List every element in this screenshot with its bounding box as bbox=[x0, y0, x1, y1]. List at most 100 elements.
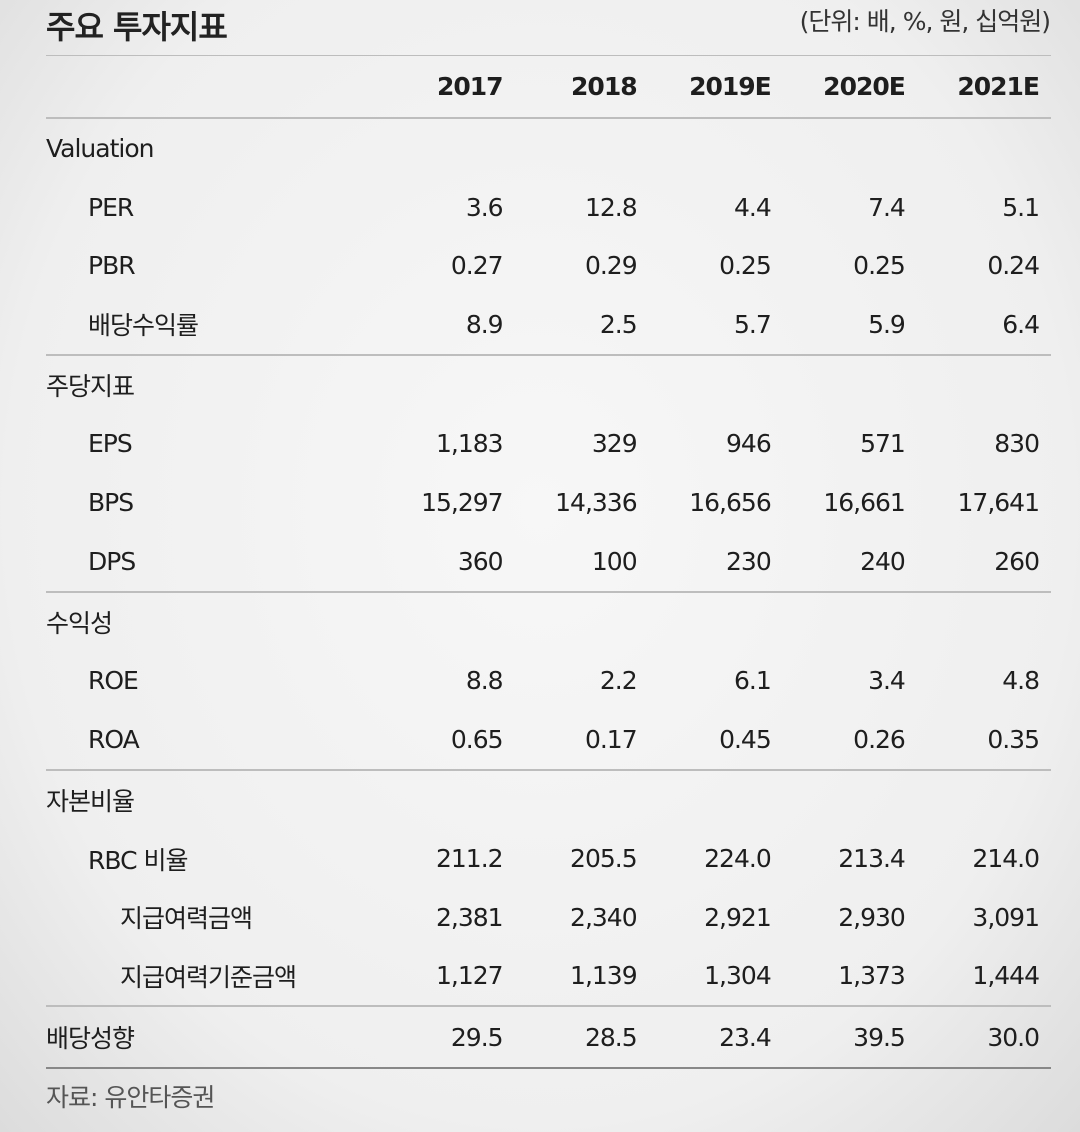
col-header: 2018 bbox=[571, 72, 638, 101]
cell: 14,336 bbox=[555, 487, 637, 517]
cell: 830 bbox=[994, 429, 1040, 459]
cell: 2.5 bbox=[599, 309, 638, 339]
cell: 3,091 bbox=[972, 902, 1040, 932]
section-label: 주당지표 bbox=[46, 372, 135, 402]
cell: 12.8 bbox=[584, 192, 638, 222]
table-row: ROA 0.65 0.17 0.45 0.26 0.35 bbox=[46, 710, 1051, 770]
table-title: 주요 투자지표 bbox=[46, 8, 228, 46]
cell: 224.0 bbox=[704, 844, 772, 874]
section-row-valuation: Valuation bbox=[46, 118, 1051, 178]
cell: 30.0 bbox=[987, 1022, 1040, 1052]
cell: 214.0 bbox=[972, 844, 1040, 874]
col-header: 2017 bbox=[436, 72, 504, 101]
table-row-payout: 배당성향 29.5 28.5 23.4 39.5 30.0 bbox=[46, 1006, 1051, 1069]
section-row-per-share: 주당지표 bbox=[46, 355, 1051, 415]
cell: 6.4 bbox=[1002, 309, 1040, 339]
cell: 0.45 bbox=[719, 724, 772, 754]
cell: 329 bbox=[591, 429, 638, 459]
cell: 0.27 bbox=[450, 251, 504, 281]
cell: 8.9 bbox=[465, 309, 504, 339]
row-label: 지급여력기준금액 bbox=[120, 962, 297, 992]
cell: 205.5 bbox=[570, 844, 638, 874]
row-label: PER bbox=[88, 192, 134, 222]
cell: 5.1 bbox=[1002, 192, 1040, 222]
cell: 5.7 bbox=[733, 309, 772, 339]
section-row-capital: 자본비율 bbox=[46, 770, 1051, 830]
unit-note: (단위: 배, %, 원, 십억원) bbox=[799, 7, 1051, 36]
cell: 5.9 bbox=[868, 309, 906, 339]
cell: 1,127 bbox=[436, 961, 504, 991]
row-label: RBC 비율 bbox=[88, 845, 188, 875]
cell: 3.4 bbox=[868, 666, 906, 696]
header-row: 2017 2018 2019E 2020E 2021E bbox=[46, 55, 1051, 119]
cell: 1,373 bbox=[838, 961, 906, 991]
cell: 2,381 bbox=[436, 902, 504, 932]
cell: 1,139 bbox=[570, 961, 638, 991]
cell: 17,641 bbox=[957, 487, 1040, 517]
source-note: 자료: 유안타증권 bbox=[46, 1083, 215, 1112]
section-label: Valuation bbox=[46, 133, 154, 163]
table-row: ROE 8.8 2.2 6.1 3.4 4.8 bbox=[46, 651, 1051, 710]
cell: 28.5 bbox=[584, 1022, 638, 1052]
cell: 16,661 bbox=[823, 487, 905, 517]
header-label-cell bbox=[46, 56, 381, 119]
table-row: DPS 360 100 230 240 260 bbox=[46, 532, 1051, 592]
cell: 0.29 bbox=[584, 251, 638, 281]
cell: 1,183 bbox=[436, 429, 504, 459]
row-label: 배당수익률 bbox=[88, 311, 199, 341]
cell: 4.8 bbox=[1002, 666, 1040, 696]
cell: 7.4 bbox=[868, 192, 906, 222]
cell: 0.65 bbox=[450, 724, 504, 754]
col-header: 2021E bbox=[957, 72, 1040, 101]
cell: 2,930 bbox=[838, 902, 906, 932]
section-label: 자본비율 bbox=[46, 786, 135, 816]
cell: 0.35 bbox=[987, 724, 1040, 754]
table-row: PER 3.6 12.8 4.4 7.4 5.1 bbox=[46, 178, 1051, 237]
cell: 6.1 bbox=[733, 666, 772, 696]
row-label: DPS bbox=[88, 546, 136, 576]
cell: 211.2 bbox=[436, 844, 504, 874]
cell: 1,444 bbox=[972, 961, 1040, 991]
row-label: ROE bbox=[88, 666, 139, 696]
cell: 2,921 bbox=[704, 902, 772, 932]
indicators-table: 2017 2018 2019E 2020E 2021E Valuation PE… bbox=[46, 55, 1051, 1069]
table-row: EPS 1,183 329 946 571 830 bbox=[46, 414, 1051, 473]
cell: 23.4 bbox=[719, 1022, 772, 1052]
cell: 213.4 bbox=[838, 844, 906, 874]
cell: 29.5 bbox=[450, 1022, 504, 1052]
cell: 360 bbox=[457, 546, 504, 576]
cell: 571 bbox=[860, 429, 906, 459]
col-header: 2020E bbox=[823, 72, 906, 101]
cell: 0.25 bbox=[853, 251, 906, 281]
cell: 260 bbox=[994, 546, 1040, 576]
row-label: PBR bbox=[88, 251, 136, 281]
cell: 16,656 bbox=[689, 487, 771, 517]
cell: 39.5 bbox=[853, 1022, 906, 1052]
cell: 0.26 bbox=[853, 724, 906, 754]
table-row: RBC 비율 211.2 205.5 224.0 213.4 214.0 bbox=[46, 829, 1051, 888]
col-header: 2019E bbox=[689, 72, 772, 101]
cell: 8.8 bbox=[465, 666, 504, 696]
row-label: BPS bbox=[88, 487, 134, 517]
row-label: 배당성향 bbox=[46, 1024, 135, 1054]
cell: 100 bbox=[591, 546, 638, 576]
cell: 946 bbox=[726, 429, 772, 459]
table-row: PBR 0.27 0.29 0.25 0.25 0.24 bbox=[46, 236, 1051, 295]
cell: 0.25 bbox=[719, 251, 772, 281]
cell: 0.24 bbox=[987, 251, 1040, 281]
cell: 2,340 bbox=[570, 902, 638, 932]
table-row: 지급여력기준금액 1,127 1,139 1,304 1,373 1,444 bbox=[46, 947, 1051, 1007]
table-row: BPS 15,297 14,336 16,656 16,661 17,641 bbox=[46, 473, 1051, 532]
row-label: ROA bbox=[88, 724, 140, 754]
cell: 230 bbox=[726, 546, 772, 576]
table-row: 지급여력금액 2,381 2,340 2,921 2,930 3,091 bbox=[46, 888, 1051, 947]
cell: 2.2 bbox=[599, 666, 638, 696]
cell: 1,304 bbox=[704, 961, 772, 991]
section-row-profitability: 수익성 bbox=[46, 592, 1051, 652]
section-label: 수익성 bbox=[46, 608, 113, 638]
cell: 240 bbox=[860, 546, 906, 576]
row-label: 지급여력금액 bbox=[120, 904, 253, 934]
cell: 0.17 bbox=[584, 724, 638, 754]
cell: 3.6 bbox=[465, 192, 504, 222]
